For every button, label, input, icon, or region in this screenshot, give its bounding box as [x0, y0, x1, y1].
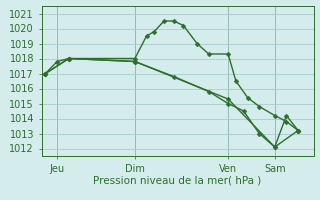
- X-axis label: Pression niveau de la mer( hPa ): Pression niveau de la mer( hPa ): [93, 175, 262, 185]
